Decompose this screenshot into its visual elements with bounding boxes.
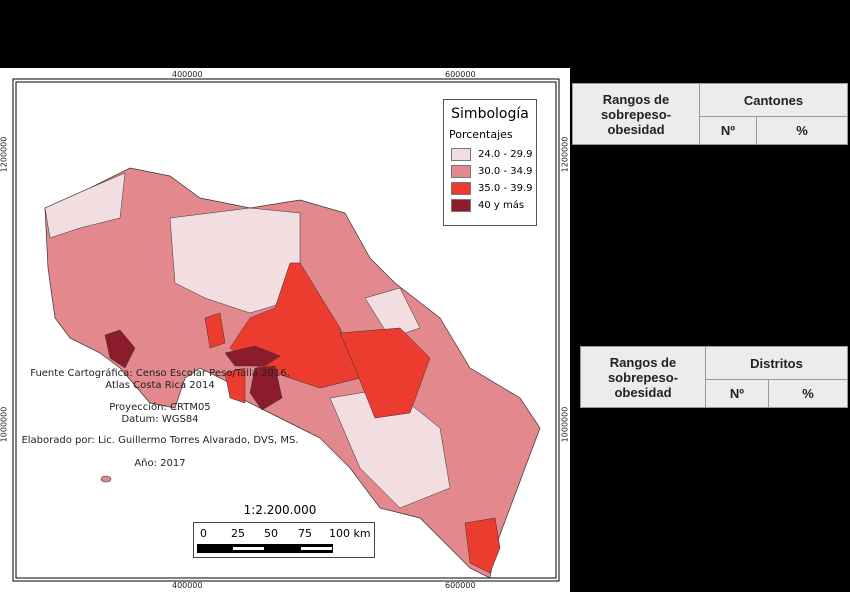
region-high [464, 517, 501, 574]
island [100, 475, 112, 483]
legend-item: 24.0 - 29.9 [451, 147, 536, 162]
legend-item: 30.0 - 34.9 [451, 164, 536, 179]
range-header: Rangos de sobrepeso-obesidad [580, 346, 706, 408]
cantones-table: Rangos de sobrepeso-obesidad Cantones Nº% [572, 83, 848, 145]
region-high [339, 327, 431, 419]
map-frame [12, 78, 560, 582]
year-note: Año: 2017 [134, 458, 186, 469]
coord-bottom-2: 600000 [445, 581, 476, 590]
range-header: Rangos de sobrepeso-obesidad [572, 83, 700, 145]
count-header: Nº [705, 379, 769, 408]
region-high [224, 367, 246, 404]
region-low [364, 287, 421, 339]
region-high [204, 312, 226, 349]
scale-ratio: 1:2.200.000 [243, 503, 317, 517]
region-very-high [249, 365, 283, 411]
legend-title: Simbología [451, 106, 529, 122]
author-note: Elaborado por: Lic. Guillermo Torres Alv… [21, 435, 299, 446]
cantones-header: Cantones [699, 83, 848, 117]
count-header: Nº [699, 116, 757, 145]
percent-header: % [756, 116, 848, 145]
percent-header: % [768, 379, 848, 408]
map-legend: Simbología Porcentajes 24.0 - 29.9 30.0 … [443, 99, 537, 226]
coord-right-1: 1200000 [560, 136, 570, 173]
coord-top-2: 600000 [445, 70, 476, 79]
region-low [169, 207, 301, 314]
distritos-header: Distritos [705, 346, 848, 380]
coord-right-2: 1000000 [560, 406, 570, 443]
coord-left-2: 1000000 [0, 406, 9, 443]
source-note: Fuente Cartográfica: Censo Escolar Peso/… [30, 368, 290, 391]
scale-bar: 0 25 50 75 100 km [193, 522, 375, 558]
legend-subtitle: Porcentajes [449, 128, 513, 141]
coord-bottom-1: 400000 [172, 581, 203, 590]
region-low [44, 172, 126, 239]
coord-left-1: 1200000 [0, 136, 9, 173]
legend-item: 35.0 - 39.9 [451, 181, 536, 196]
legend-item: 40 y más [451, 198, 536, 213]
distritos-table: Rangos de sobrepeso-obesidad Distritos Nº… [580, 346, 848, 408]
map-regions [44, 167, 541, 579]
coord-top-1: 400000 [172, 70, 203, 79]
region-very-high [224, 345, 281, 367]
region-very-high [104, 329, 136, 369]
projection-note: Proyección: CRTM05 Datum: WGS84 [109, 402, 211, 425]
